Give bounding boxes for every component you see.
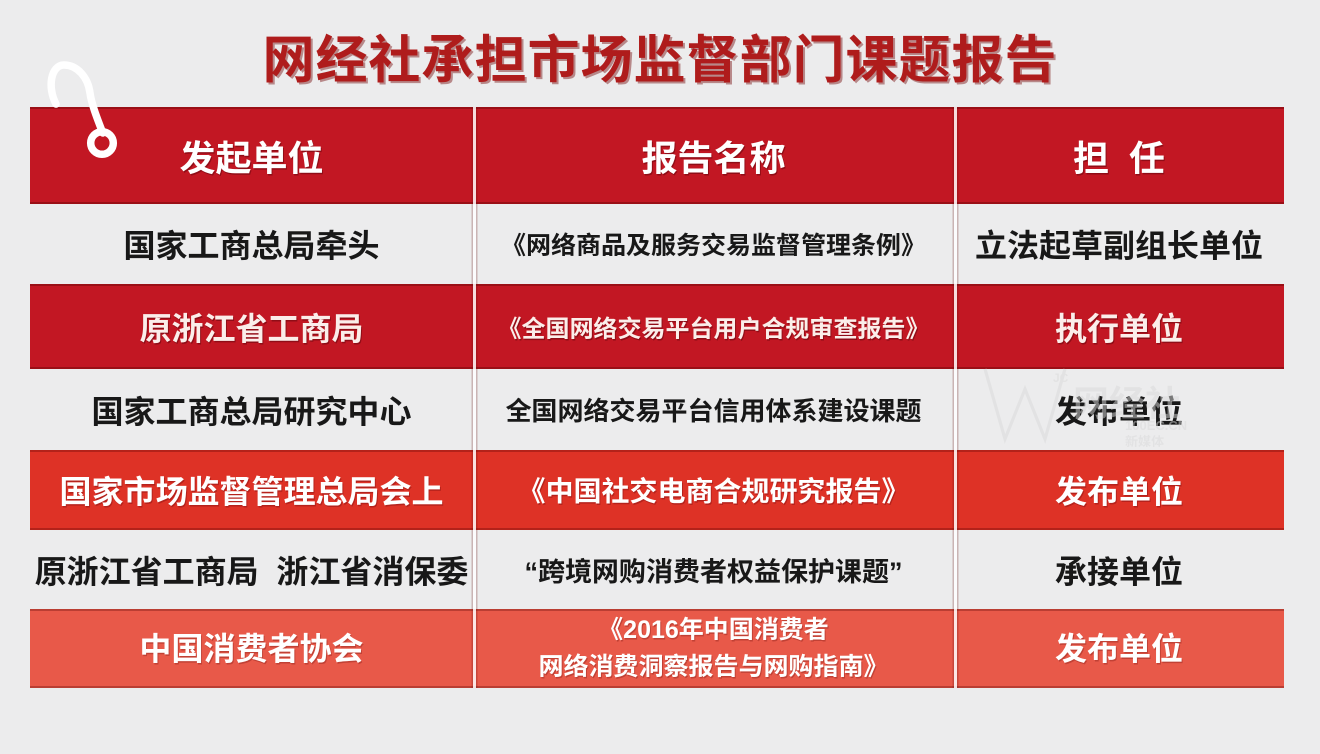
svg-text:新媒体: 新媒体 (1125, 431, 1164, 450)
svg-text:JC: JC (1053, 371, 1069, 385)
